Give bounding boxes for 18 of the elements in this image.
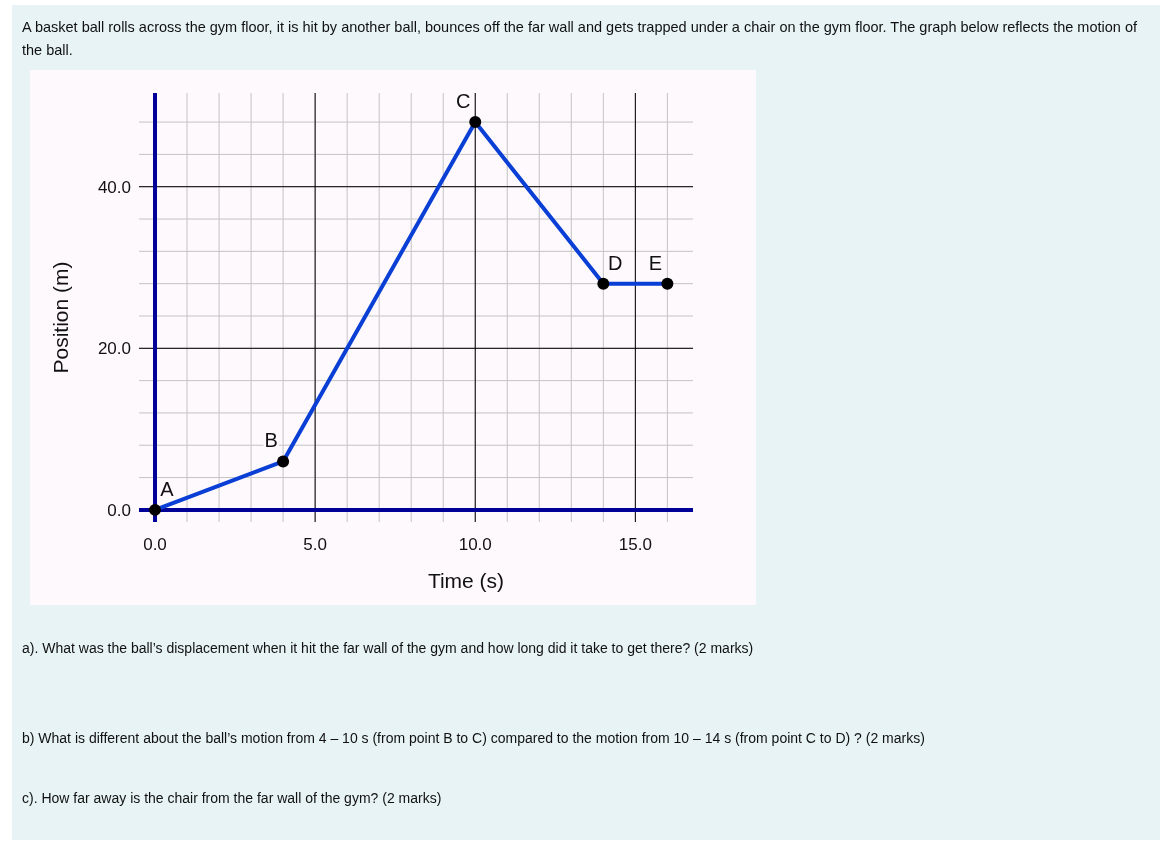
x-tick-label: 10.0: [458, 534, 492, 554]
x-axis-title: Time (s): [427, 569, 505, 592]
y-axis-title: Position (m): [49, 261, 72, 374]
y-tick-label: 20.0: [97, 339, 131, 359]
x-tick-label: 5.0: [303, 534, 327, 554]
chart-title: A basket ball rolls across the gym floor, it is hit by another ball, bounces off the far wall and gets trapped under a chair on the gym floor. The graph below reflects the motion of the ball.: [22, 18, 1138, 60]
annotation: E: [648, 251, 663, 274]
annotation: A: [160, 477, 175, 500]
annotation: C: [456, 90, 471, 113]
x-tick-label: 0.0: [143, 534, 167, 554]
annotation: B: [264, 429, 278, 452]
y-tick-label: 0.0: [107, 500, 131, 520]
annotation: D: [608, 251, 623, 274]
text: a). What was the ball’s displacement when it hit the far wall of the gym and how long did it take to get there? (2 marks): [22, 640, 755, 656]
text: b) What is different about the ball’s motion from 4 – 10 s (from point B to C) compared to the motion from 10 – 14 s (from point C to D) ? (2 marks): [22, 730, 926, 746]
text: c). How far away is the chair from the far wall of the gym? (2 marks): [22, 790, 443, 806]
y-tick-label: 40.0: [97, 177, 131, 197]
x-tick-label: 15.0: [618, 534, 652, 554]
